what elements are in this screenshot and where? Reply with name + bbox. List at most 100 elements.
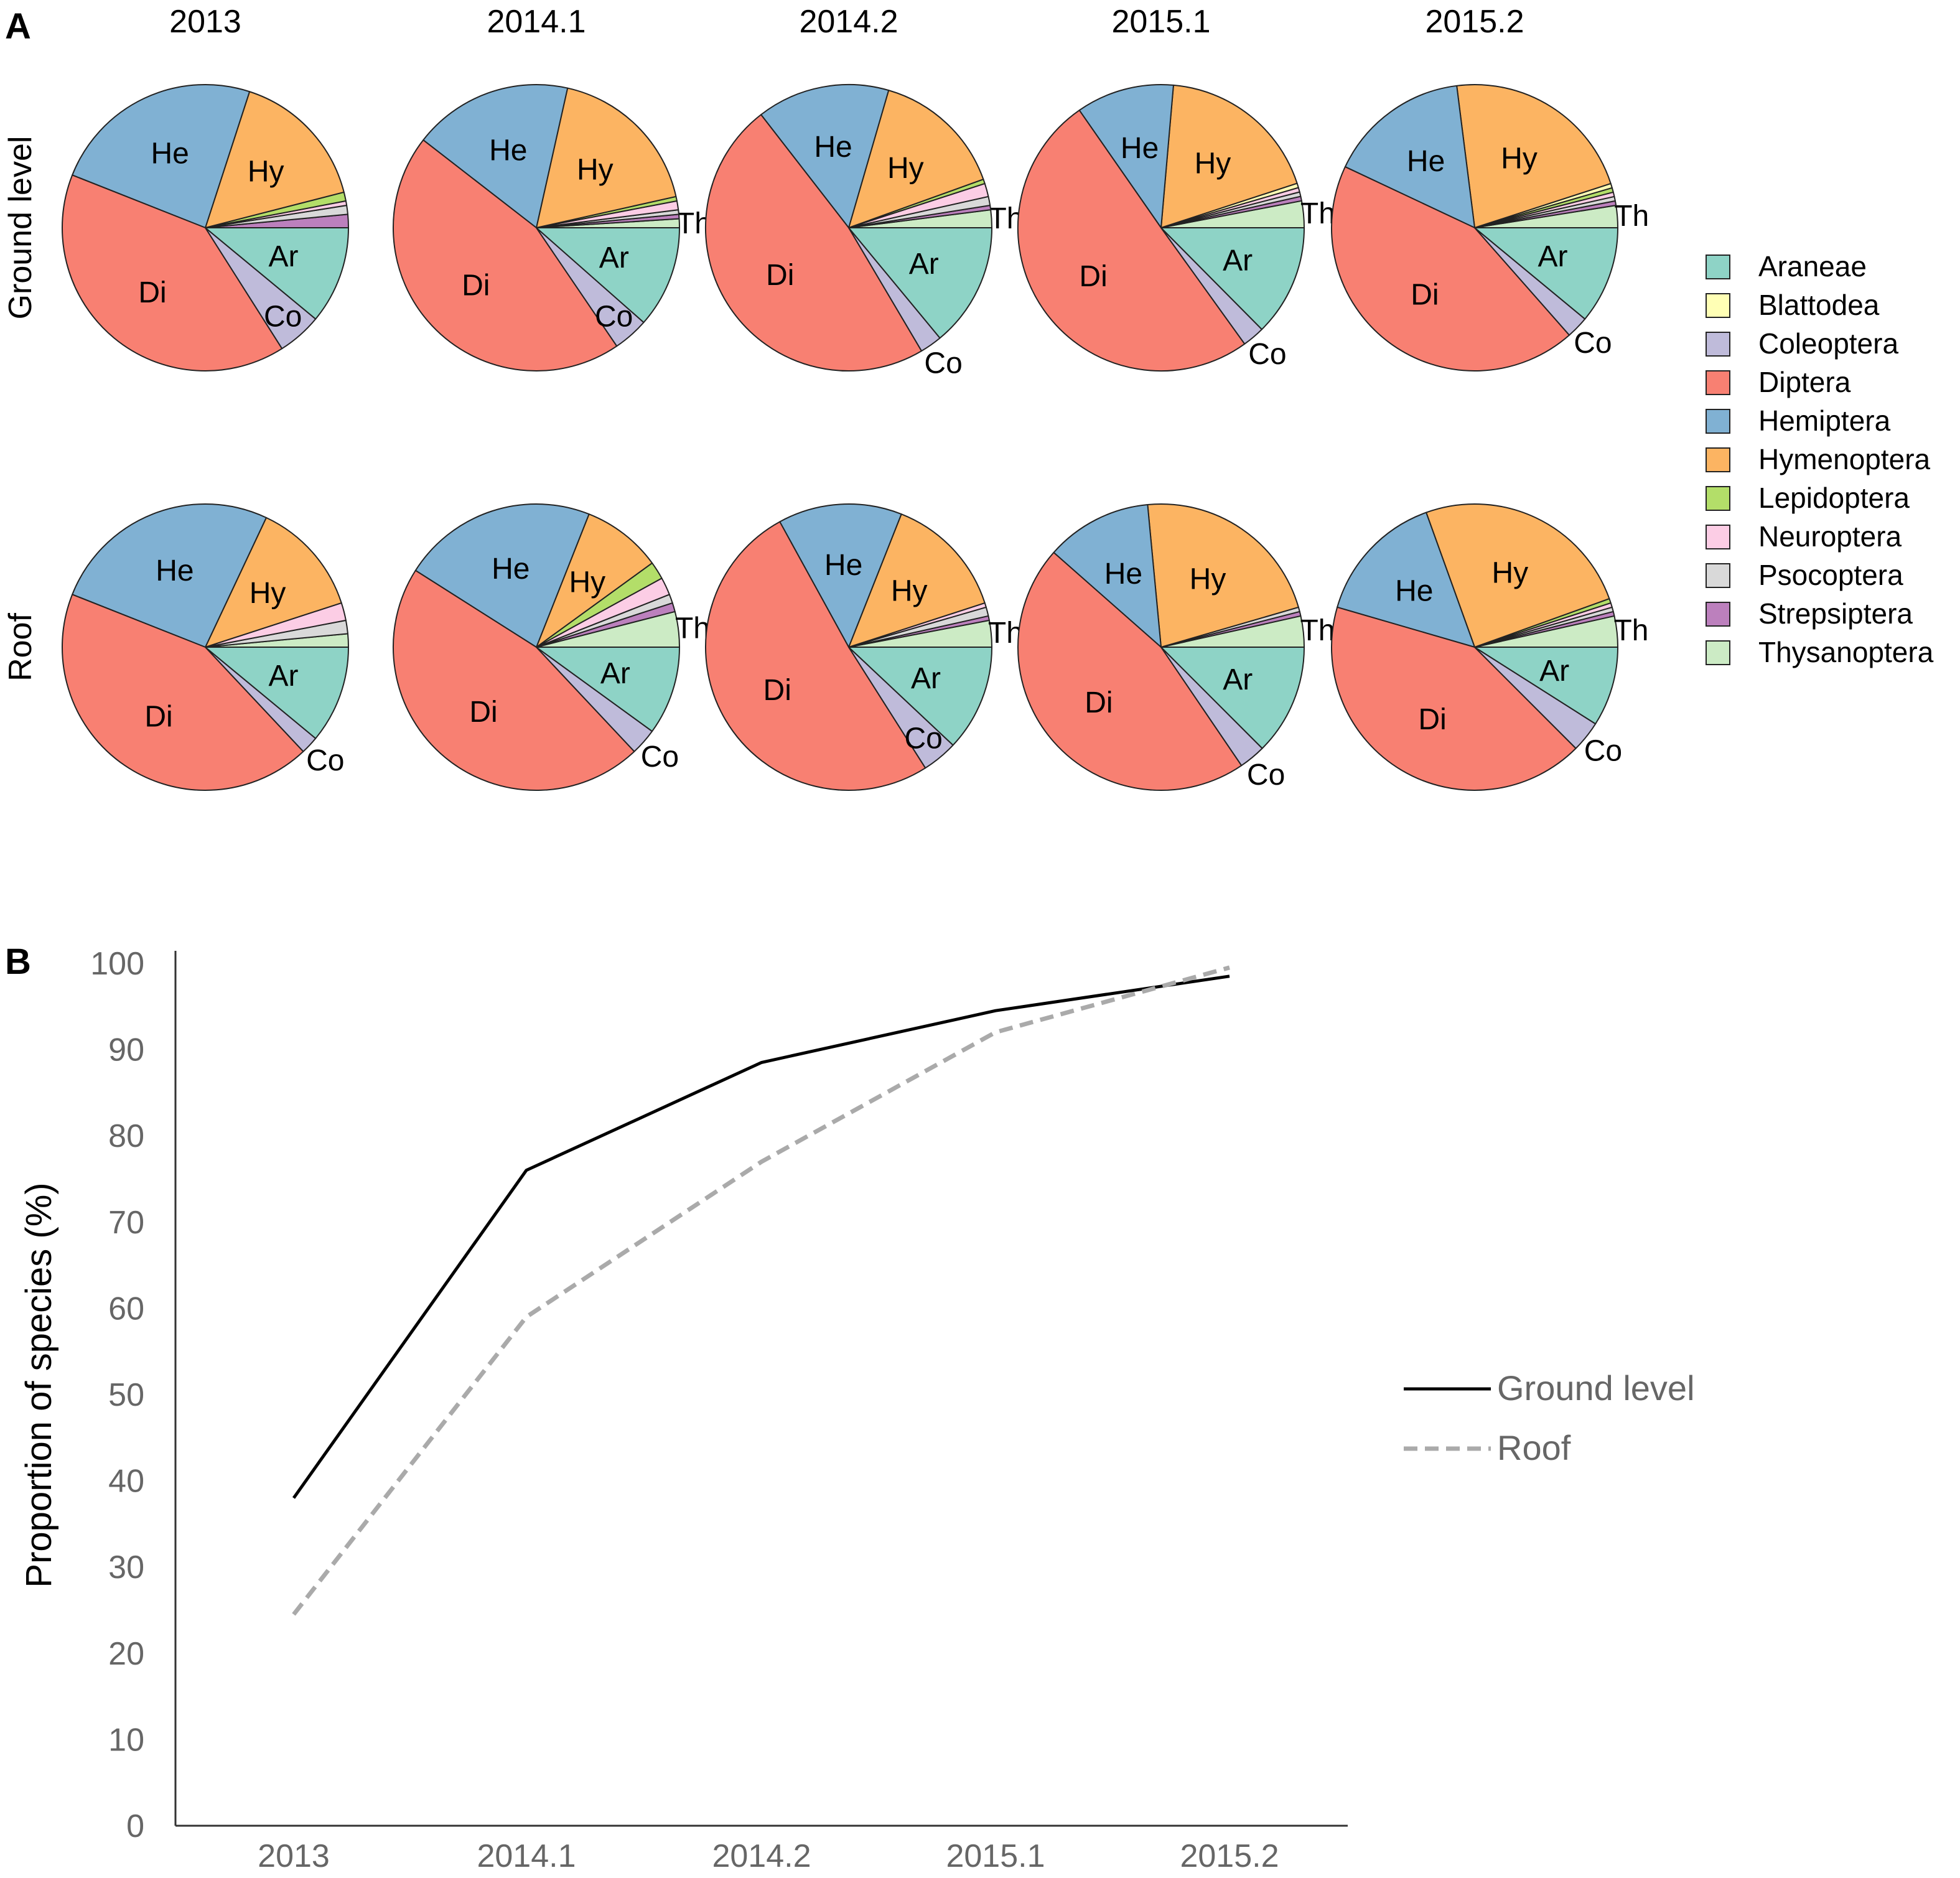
legend-label: Lepidoptera: [1758, 482, 1910, 514]
line-chart: Proportion of species (%) 0 10 20 30 40 50 60 7…: [19, 946, 1695, 1874]
pie-label-diptera: Di: [1418, 703, 1446, 736]
panel-a: A 2013 2014.1 2014.2 2015.1 2015.2 Ground le…: [2, 4, 1934, 792]
y-tick-30: 30: [108, 1549, 144, 1586]
pie-label-coleoptera: Co: [306, 744, 344, 777]
pie-slice-diptera: [1331, 606, 1577, 791]
pie-label-hemiptera: He: [814, 131, 852, 164]
pie-ground-level-2015-1: Th Hy He Di Co Ar: [1017, 84, 1335, 371]
pie-label-diptera: Di: [763, 674, 791, 707]
legend-item-hemiptera: Hemiptera: [1706, 404, 1891, 437]
pie-label-hemiptera: He: [156, 554, 194, 587]
pie-slice-araneae: [1474, 647, 1618, 725]
panel-b: B Proportion of species (%) 0 10 20 30 40 50 6…: [5, 941, 1695, 1874]
column-title-2015-2: 2015.2: [1425, 4, 1524, 40]
pie-label-coleoptera: Co: [264, 301, 302, 334]
x-tick-2014-2: 2014.2: [712, 1838, 811, 1874]
pie-roof-2013: Hy He Di Co Ar: [61, 503, 349, 792]
legend-label: Psocoptera: [1758, 559, 1903, 591]
pie-slice-diptera: [1017, 551, 1243, 792]
pie-label-coleoptera: Co: [1574, 327, 1612, 360]
column-title-2014-1: 2014.1: [487, 4, 586, 40]
pie-label-coleoptera: Co: [641, 740, 679, 773]
pie-slice-araneae: [205, 647, 349, 739]
y-tick-90: 90: [108, 1032, 144, 1068]
pie-label-araneae: Ar: [599, 241, 629, 274]
x-tick-2014-1: 2014.1: [477, 1838, 576, 1874]
pie-label-araneae: Ar: [1539, 655, 1569, 688]
pie-slice-diptera: [393, 569, 635, 792]
row-title-ground-level: Ground level: [2, 136, 39, 320]
legend-label: Hymenoptera: [1758, 443, 1931, 475]
legend-label: Strepsiptera: [1758, 597, 1913, 630]
pie-label-diptera: Di: [1411, 279, 1439, 312]
pie-slice-hymenoptera: [536, 87, 677, 228]
pie-slice-hemiptera: [72, 503, 267, 648]
pie-label-diptera: Di: [1085, 686, 1113, 719]
pie-label-thysanoptera: Th: [1300, 614, 1335, 647]
legend-label: Blattodea: [1758, 289, 1880, 321]
pie-label-diptera: Di: [1079, 260, 1107, 293]
y-tick-80: 80: [108, 1118, 144, 1154]
legend-label: Hemiptera: [1758, 404, 1891, 437]
pie-slice-hemiptera: [422, 84, 569, 228]
pie-label-diptera: Di: [138, 276, 166, 309]
pie-slice-hymenoptera: [1147, 503, 1299, 648]
row-title-roof: Roof: [2, 613, 39, 681]
pie-label-hemiptera: He: [824, 549, 862, 582]
pie-label-hemiptera: He: [492, 553, 530, 586]
pie-label-araneae: Ar: [269, 240, 299, 273]
legend-swatch: [1706, 602, 1730, 627]
pie-label-hemiptera: He: [151, 137, 189, 170]
legend-item-lepidoptera: Lepidoptera: [1706, 482, 1910, 514]
line-legend-label: Ground level: [1497, 1368, 1695, 1408]
legend-swatch: [1706, 409, 1730, 434]
line-legend: Ground level Roof: [1404, 1368, 1695, 1467]
y-tick-10: 10: [108, 1722, 144, 1758]
panel-b-label: B: [5, 941, 31, 982]
pie-label-diptera: Di: [144, 700, 172, 733]
pie-label-thysanoptera: Th: [675, 612, 710, 645]
legend-swatch: [1706, 255, 1730, 279]
legend-swatch: [1706, 640, 1730, 665]
y-tick-labels: 0 10 20 30 40 50 60 70 80 90 100: [90, 946, 144, 1844]
pie-label-thysanoptera: Th: [988, 617, 1023, 650]
legend-label: Neuroptera: [1758, 520, 1902, 553]
pie-label-thysanoptera: Th: [1300, 197, 1335, 230]
legend-swatch: [1706, 293, 1730, 318]
series-line-ground-level: [292, 974, 1230, 1499]
legend-item-psocoptera: Psocoptera: [1706, 559, 1903, 591]
x-tick-labels: 2013 2014.1 2014.2 2015.1 2015.2: [258, 1838, 1279, 1874]
legend-label: Diptera: [1758, 366, 1851, 398]
legend-label: Thysanoptera: [1758, 636, 1934, 668]
pie-label-hymenoptera: Hy: [250, 577, 286, 610]
pie-label-hymenoptera: Hy: [569, 566, 605, 599]
pie-label-diptera: Di: [462, 269, 490, 302]
legend-item-diptera: Diptera: [1706, 366, 1851, 398]
pie-label-araneae: Ar: [1223, 663, 1253, 696]
pie-slice-diptera: [61, 174, 283, 371]
pie-slice-araneae: [205, 227, 349, 320]
pie-roof-2014-1: Th Hy He Di Co Ar: [393, 503, 710, 792]
pie-slice-araneae: [1160, 227, 1305, 330]
pie-legend: Araneae Blattodea Coleoptera Diptera Hemipte…: [1706, 250, 1934, 668]
y-tick-60: 60: [108, 1291, 144, 1327]
pie-label-hemiptera: He: [1104, 558, 1142, 591]
pie-label-coleoptera: Co: [924, 347, 962, 380]
pie-label-coleoptera: Co: [1584, 734, 1622, 767]
pie-slice-diptera: [1017, 110, 1246, 371]
pie-label-hemiptera: He: [1121, 132, 1159, 165]
pie-label-thysanoptera: Th: [1613, 614, 1648, 647]
pie-label-hymenoptera: Hy: [248, 156, 284, 189]
pie-ground-level-2013: Hy He Di Co Ar: [61, 84, 349, 371]
legend-swatch: [1706, 563, 1730, 588]
pie-slice-araneae: [536, 227, 680, 324]
pie-slice-hymenoptera: [1456, 84, 1612, 228]
line-legend-item-ground-level: Ground level: [1404, 1368, 1695, 1408]
pie-ground-level-2015-2: Th Hy He Di Co Ar: [1330, 84, 1649, 371]
legend-item-thysanoptera: Thysanoptera: [1706, 636, 1934, 668]
legend-swatch: [1706, 525, 1730, 549]
